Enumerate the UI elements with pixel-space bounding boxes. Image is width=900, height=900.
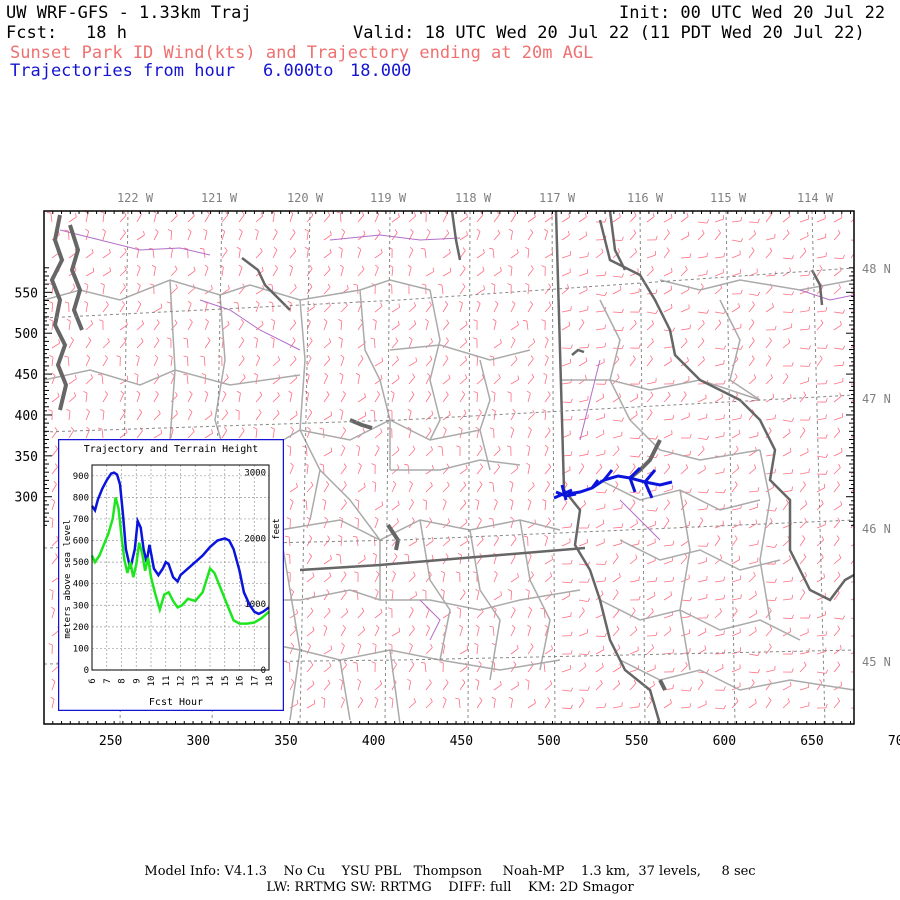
inset-x-tick-label: 17: [250, 676, 260, 687]
longitude-label: 115 W: [710, 191, 747, 205]
trajectory-path: [553, 466, 673, 501]
longitude-label: 116 W: [627, 191, 664, 205]
forecast-label: Fcst:: [6, 23, 58, 43]
forecast-hour: 18 h: [86, 23, 127, 43]
inset-x-tick-label: 11: [162, 676, 172, 687]
latitude-label: 48 N: [862, 262, 891, 276]
longitude-label: 117 W: [539, 191, 576, 205]
map-x-tick-label: 600: [713, 734, 736, 749]
inset-left-tick-label: 900: [73, 472, 89, 482]
latitude-label: 47 N: [862, 392, 891, 406]
trajectory-start-hour: 6.000: [263, 61, 315, 81]
map-x-tick-label: 300: [187, 734, 210, 749]
inset-left-tick-label: 600: [73, 537, 89, 547]
inset-x-tick-label: 14: [206, 676, 216, 687]
inset-x-tick-label: 7: [103, 678, 113, 683]
inset-x-tick-label: 10: [147, 676, 157, 687]
map-x-tick-label: 500: [537, 734, 560, 749]
map-y-tick-label: 550: [15, 286, 38, 301]
inset-x-tick-label: 13: [191, 676, 201, 687]
inset-x-tick-label: 6: [88, 678, 98, 683]
inset-left-tick-label: 100: [73, 644, 89, 654]
inset-right-tick-label: 3000: [244, 469, 266, 479]
map-x-tick-label: 250: [99, 734, 122, 749]
inset-x-tick-label: 15: [221, 676, 231, 687]
longitude-label: 118 W: [455, 191, 492, 205]
map-x-tick-label: 550: [625, 734, 648, 749]
map-x-tick-label: 650: [800, 734, 823, 749]
inset-x-tick-label: 16: [236, 676, 246, 687]
inset-right-tick-label: 2000: [244, 534, 266, 544]
map-y-tick-label: 400: [15, 409, 38, 424]
inset-left-tick-label: 800: [73, 493, 89, 503]
inset-left-tick-label: 400: [73, 580, 89, 590]
inset-right-tick-label: 0: [261, 666, 266, 676]
inset-x-tick-label: 8: [118, 678, 128, 683]
latitude-label: 45 N: [862, 655, 891, 669]
map-x-tick-label: 700: [888, 734, 900, 749]
map-y-tick-label: 300: [15, 491, 38, 506]
longitude-label: 119 W: [370, 191, 407, 205]
plot-subtitle: Sunset Park ID Wind(kts) and Trajectory …: [10, 43, 594, 63]
map-y-tick-label: 350: [15, 450, 38, 465]
model-title: UW WRF-GFS - 1.33km Traj: [6, 3, 252, 23]
trajectory-end-hour: 18.000: [350, 61, 412, 81]
state-boundaries: [241, 211, 854, 724]
longitude-label: 122 W: [117, 191, 154, 205]
inset-right-axis-label: feet: [272, 518, 282, 540]
longitude-label: 120 W: [287, 191, 324, 205]
map-x-tick-label: 450: [450, 734, 473, 749]
inset-x-tick-label: 12: [177, 676, 187, 687]
map-y-tick-label: 450: [15, 368, 38, 383]
map-x-tick-label: 350: [274, 734, 297, 749]
inset-title: Trajectory and Terrain Height: [84, 444, 259, 455]
latitude-label: 46 N: [862, 522, 891, 536]
coastline: [49, 214, 667, 691]
valid-time: Valid: 18 UTC Wed 20 Jul 22 (11 PDT Wed …: [353, 23, 865, 43]
inset-x-tick-label: 18: [265, 676, 275, 687]
inset-left-tick-label: 300: [73, 601, 89, 611]
inset-x-tick-label: 9: [132, 678, 142, 683]
physics-info: LW: RRTMG SW: RRTMG DIFF: full KM: 2D Sm…: [266, 880, 634, 895]
map-x-tick-label: 400: [362, 734, 385, 749]
inset-left-tick-label: 500: [73, 558, 89, 568]
trajectory-to-word: to: [313, 61, 334, 81]
inset-left-tick-label: 200: [73, 623, 89, 633]
trajectory-label: Trajectories from hour: [10, 61, 236, 81]
inset-left-tick-label: 0: [84, 666, 89, 676]
inset-left-axis-label: meters above sea level: [63, 519, 73, 638]
inset-right-tick-label: 1000: [244, 600, 266, 610]
trajectory-terrain-chart: Trajectory and Terrain Height meters abo…: [58, 439, 284, 711]
trajectory-height-line: [90, 471, 270, 616]
terrain-height-line: [90, 497, 270, 625]
longitude-label: 121 W: [201, 191, 238, 205]
model-info: Model Info: V4.1.3 No Cu YSU PBL Thompso…: [144, 864, 756, 879]
inset-left-tick-label: 700: [73, 515, 89, 525]
inset-x-axis-label: Fcst Hour: [149, 697, 203, 708]
river-features: [59, 229, 854, 641]
longitude-label: 114 W: [797, 191, 834, 205]
init-time: Init: 00 UTC Wed 20 Jul 22: [619, 3, 886, 23]
map-y-tick-label: 500: [15, 327, 38, 342]
